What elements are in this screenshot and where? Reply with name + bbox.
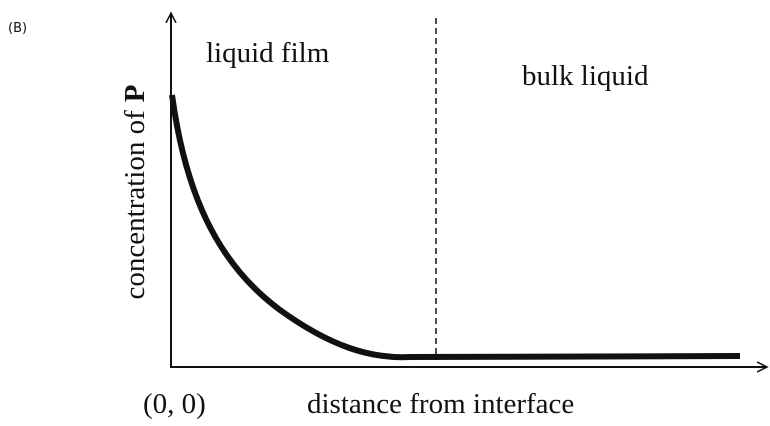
concentration-curve [169,94,741,361]
x-axis-label: distance from interface [307,388,574,420]
panel-label: (B) [8,21,27,36]
y-axis-label-text: concentration of [119,110,151,300]
y-axis-label-emphasis: P [119,85,151,103]
y-axis-label: concentration of P [119,85,151,300]
region-label: bulk liquid [522,60,649,92]
origin-label: (0, 0) [143,388,206,420]
region-label: liquid film [206,37,330,69]
